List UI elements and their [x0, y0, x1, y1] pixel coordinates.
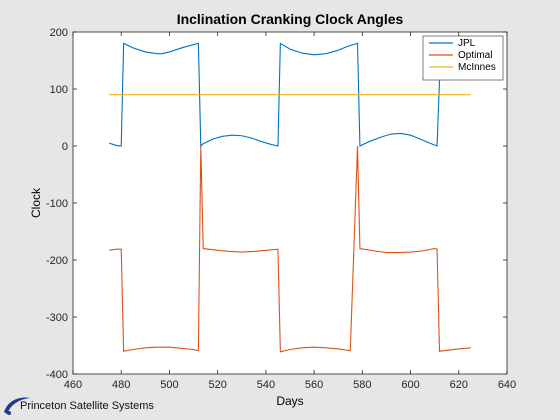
legend-label-mcinnes: McInnes [458, 62, 496, 73]
x-tick-label: 480 [112, 379, 130, 391]
y-tick-label: 200 [50, 27, 68, 39]
axes: 460 480 500 520 540 560 580 600 620 640 -400 -300 -2… [46, 27, 516, 391]
x-tick-label: 500 [160, 379, 178, 391]
x-tick-label: 540 [257, 379, 275, 391]
legend-label-optimal: Optimal [458, 50, 492, 61]
x-tick-label: 620 [450, 379, 468, 391]
y-tick-label: -300 [46, 312, 68, 324]
x-tick-label: 640 [498, 379, 516, 391]
y-axis-label: Clock [29, 187, 43, 218]
x-tick-label: 460 [64, 379, 82, 391]
chart-title: Inclination Cranking Clock Angles [177, 11, 404, 27]
x-axis-label: Days [276, 394, 303, 408]
y-tick-label: -200 [46, 255, 68, 267]
y-tick-label: -100 [46, 198, 68, 210]
plot-area [73, 32, 507, 374]
y-tick-label: 100 [50, 84, 68, 96]
y-tick-label: -400 [46, 369, 68, 381]
series-group [109, 42, 471, 353]
x-tick-label: 580 [353, 379, 371, 391]
y-tick-label: 0 [62, 141, 68, 153]
x-tick-label: 600 [401, 379, 419, 391]
x-tick-label: 520 [208, 379, 226, 391]
logo-text: Princeton Satellite Systems [20, 400, 154, 412]
series-line-optimal [109, 145, 471, 353]
princeton-satellite-systems-logo: Princeton Satellite Systems [2, 392, 202, 418]
legend-label-jpl: JPL [458, 38, 476, 49]
series-line-jpl [109, 42, 441, 148]
x-tick-label: 560 [305, 379, 323, 391]
orbit-swoosh-icon [4, 397, 30, 415]
